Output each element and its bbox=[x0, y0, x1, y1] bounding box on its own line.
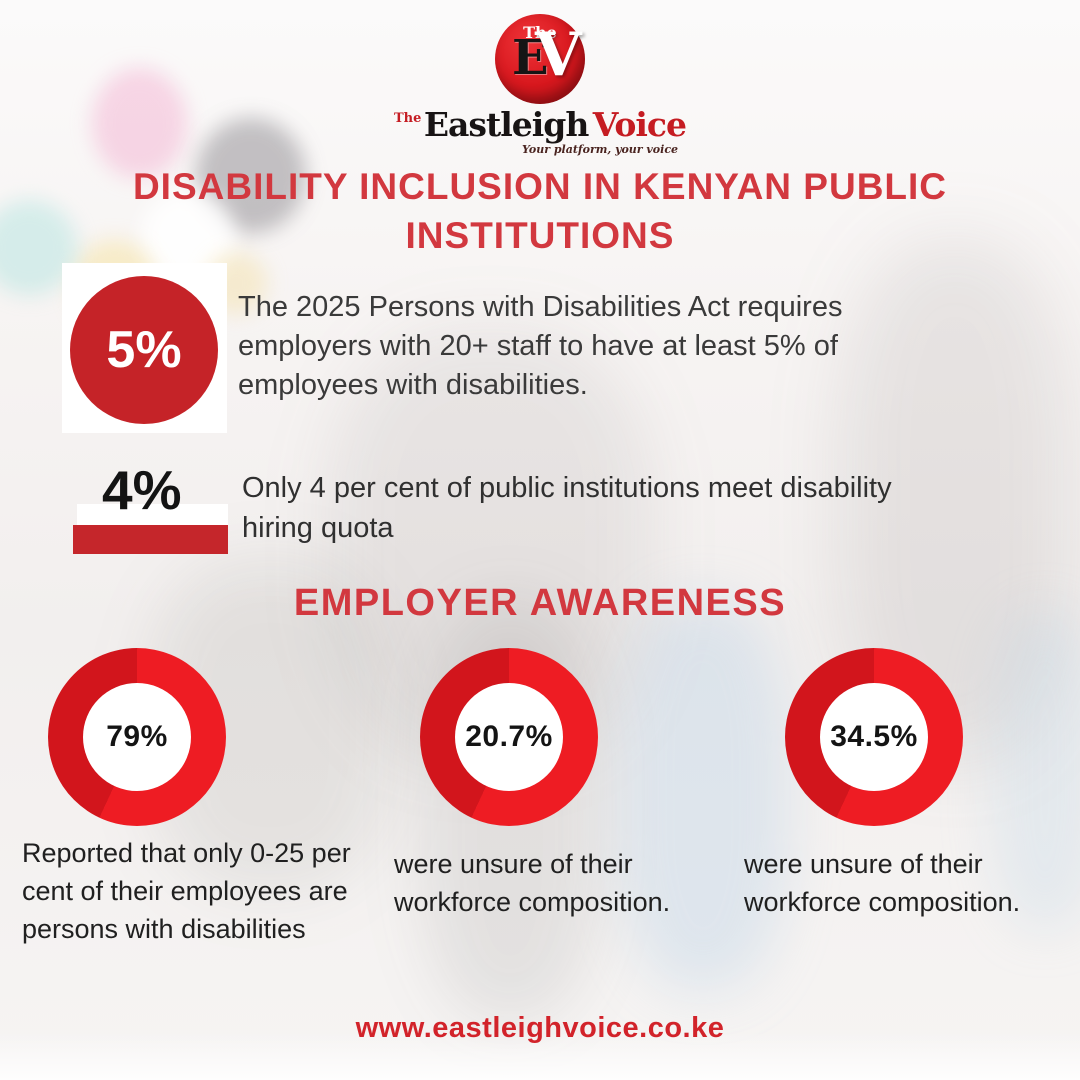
logo-wordmark-the: The bbox=[393, 111, 422, 126]
donut-chart-20-7pct: 20.7% bbox=[420, 648, 598, 826]
donut-caption-3: were unsure of their workforce compositi… bbox=[744, 849, 1021, 917]
donut-value: 79% bbox=[106, 720, 168, 753]
donut-chart-79pct: 79% bbox=[48, 648, 226, 826]
stat-5pct-value: 5% bbox=[106, 321, 182, 379]
logo-monogram-v: V bbox=[535, 20, 582, 90]
stat-4pct-value: 4% bbox=[102, 459, 182, 521]
donut-caption-2: were unsure of their workforce compositi… bbox=[394, 849, 671, 917]
footer: www.eastleighvoice.co.ke bbox=[0, 1012, 1080, 1045]
section-title-employer-awareness: EMPLOYER AWARENESS bbox=[293, 582, 787, 624]
donut-chart-34-5pct: 34.5% bbox=[785, 648, 963, 826]
stat-4pct-white-strip bbox=[77, 504, 228, 526]
logo-badge-the-label: The bbox=[523, 23, 557, 42]
background-blue-patch bbox=[618, 600, 788, 990]
page-title: DISABILITY INCLUSION IN KENYAN PUBLIC IN… bbox=[132, 166, 948, 256]
donut-caption-1: Reported that only 0-25 per cent of thei… bbox=[22, 838, 351, 944]
stat-5pct-text: The 2025 Persons with Disabilities Act r… bbox=[238, 291, 843, 401]
stat-4pct-text: Only 4 per cent of public institutions m… bbox=[242, 472, 892, 544]
logo-wordmark-voice: Voice bbox=[592, 105, 687, 144]
logo-monogram-e: E bbox=[512, 30, 549, 86]
eastleigh-voice-logo: The E V The Eastleigh Voice Your platfor… bbox=[0, 14, 1080, 156]
donut-value: 20.7% bbox=[465, 720, 553, 753]
website-link[interactable]: www.eastleighvoice.co.ke bbox=[355, 1012, 725, 1044]
logo-wordmark-eastleigh: Eastleigh bbox=[423, 105, 589, 144]
logo-tagline: Your platform, your voice bbox=[521, 143, 679, 156]
donut-value: 34.5% bbox=[830, 720, 918, 753]
stat-4pct-red-bar bbox=[73, 525, 228, 554]
logo-ev-badge: The E V bbox=[495, 14, 585, 104]
logo-wordmark: The Eastleigh Voice bbox=[0, 108, 1080, 141]
stat-5pct-circle: 5% bbox=[70, 276, 218, 424]
